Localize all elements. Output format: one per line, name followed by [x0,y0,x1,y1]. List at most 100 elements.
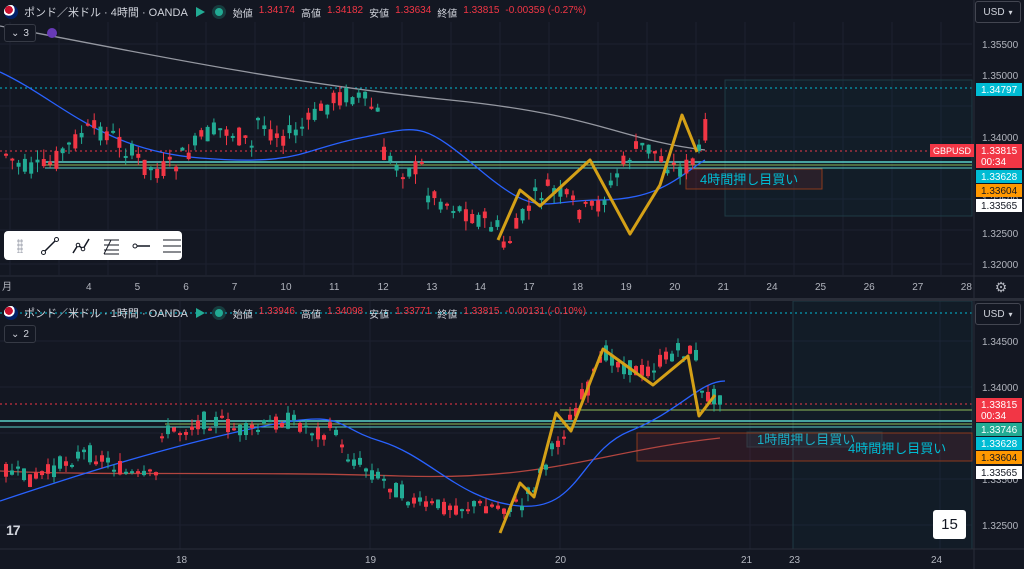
chart-pane-1h[interactable]: 1時間押し目買い4時間押し目買い1.345001.340001.335001.3… [0,301,1024,569]
candlestick [520,505,524,511]
candlestick [334,429,338,436]
indicators-toggle[interactable]: ⌄ 3 [4,24,36,42]
ohlc-key: 安値 [369,309,390,321]
candlestick [76,451,80,459]
market-status-icon[interactable] [214,309,223,317]
candlestick [237,127,242,146]
time-tick-label: 24 [766,282,778,293]
candlestick [16,162,21,167]
candlestick [325,104,330,115]
candlestick [4,153,8,156]
candlestick [186,152,191,160]
time-tick-label: 26 [864,282,876,293]
candlestick [124,471,128,474]
candlestick [256,429,260,432]
fib-retracement-icon[interactable] [101,235,121,257]
candlestick [580,389,584,400]
candlestick [16,466,20,469]
candlestick [230,135,235,138]
candlestick [501,241,506,248]
price-chart-4h[interactable]: 4時間押し目買い1.355001.350001.340001.335001.32… [0,0,1024,298]
ohlc-key: 始値 [232,8,253,20]
candlestick [58,456,62,469]
indicators-toggle[interactable]: ⌄ 2 [4,325,36,343]
candlestick [457,206,462,212]
candlestick [370,470,374,480]
chart-pane-4h[interactable]: 4時間押し目買い1.355001.350001.340001.335001.32… [0,0,1024,298]
buy-zone-4h-label: 4時間押し目買い [848,441,946,456]
candlestick [413,161,418,175]
time-tick-label: 18 [572,282,584,293]
candlestick [180,147,185,151]
candlestick [688,345,692,354]
ohlc-value: 1.34174 [258,4,295,16]
candlestick [364,468,368,472]
candlestick [160,436,164,439]
time-tick-label: 27 [912,282,924,293]
price-badge [976,423,1022,436]
polyline-icon[interactable] [71,235,91,257]
price-badge [976,409,1022,422]
candlestick [352,459,356,466]
symbol-title[interactable]: ポンド／米ドル · 4時間 · OANDA [24,7,188,19]
symbol-badge-label: GBPUSD [933,146,972,156]
candlestick [161,161,166,176]
ohlc-value: 1.33634 [395,4,432,16]
candlestick [218,128,223,131]
moving-average-fast [0,71,706,205]
candlestick [92,120,97,129]
candlestick [602,200,607,205]
chevron-down-icon: ⌄ [11,27,20,39]
interval-badge[interactable]: 15 [933,510,966,539]
candlestick [293,129,298,136]
currency-selector[interactable]: USD ▾ [975,303,1021,325]
candlestick [337,92,342,106]
tradingview-logo[interactable]: 17 [6,522,21,538]
candlestick [621,155,626,165]
market-status-icon[interactable] [214,8,223,16]
candlestick [394,165,399,171]
candlestick [298,422,302,432]
candlestick [502,508,506,514]
candlestick [262,125,267,129]
price-chart-1h[interactable]: 1時間押し目買い4時間押し目買い1.345001.340001.335001.3… [0,301,1024,569]
flag-icon[interactable] [195,308,205,318]
currency-selector[interactable]: USD ▾ [975,1,1021,23]
candlestick [79,132,84,138]
candlestick [136,153,141,158]
price-badge-label: 1.33604 [981,186,1018,197]
candlestick [154,472,158,476]
candlestick [646,366,650,377]
candlestick [514,217,519,229]
trend-line-icon[interactable] [40,235,60,257]
symbol-title[interactable]: ポンド／米ドル · 1時間 · OANDA [24,308,188,320]
candlestick [388,155,393,162]
candlestick [596,200,601,212]
horizontal-ray-icon[interactable] [131,235,151,257]
time-tick-label: 7 [232,282,238,293]
candlestick [244,423,248,436]
candlestick [659,156,664,163]
drag-handle-icon[interactable] [10,235,30,257]
ohlc-values: 始値 1.34174 高値 1.34182 安値 1.33634 終値 1.33815 -0.0… [233,5,586,20]
candlestick [22,468,26,481]
price-badge [976,144,1022,157]
candlestick [35,159,40,163]
flag-icon[interactable] [195,7,205,17]
candlestick [640,142,645,146]
ohlc-key: 始値 [232,309,253,321]
time-tick-label: 12 [378,282,390,293]
ohlc-key: 終値 [437,8,458,20]
candlestick [331,92,336,104]
candlestick [46,464,50,474]
price-badge-label: 1.33565 [981,201,1018,212]
candlestick [224,129,229,136]
candlestick [280,422,284,427]
candlestick [48,161,53,165]
candlestick [369,106,374,109]
parallel-lines-icon[interactable] [162,235,182,257]
pane-divider[interactable] [0,298,1024,301]
time-tick-label: 5 [135,282,141,293]
settings-gear-icon[interactable]: ⚙ [994,278,1008,295]
time-tick-label: 10 [280,282,292,293]
